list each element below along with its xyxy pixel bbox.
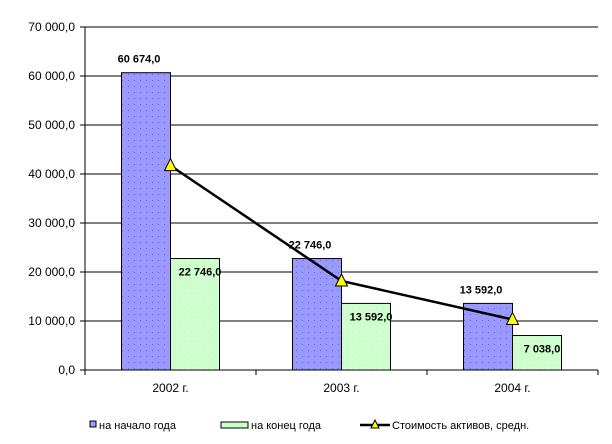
- legend: на начало года на конец года Стоимость акт…: [89, 418, 529, 432]
- y-tick-label: 0,0: [58, 363, 75, 377]
- legend-swatch-start: [89, 420, 97, 428]
- bar-start: [121, 72, 171, 371]
- data-label: 7 038,0: [524, 344, 561, 356]
- y-axis: 0,0 10 000,0 20 000,0 30 000,0 40 000,0 50 00…: [28, 20, 86, 377]
- y-tick-label: 30 000,0: [28, 216, 75, 230]
- legend-label: на конец года: [251, 420, 322, 432]
- y-tick-label: 20 000,0: [28, 265, 75, 279]
- x-tick-label: 2002 г.: [152, 381, 188, 395]
- data-label: 13 592,0: [460, 284, 503, 296]
- legend-label: на начало года: [99, 420, 177, 432]
- x-axis: 2002 г. 2003 г. 2004 г.: [84, 369, 599, 395]
- data-labels: 60 674,0 22 746,0 13 592,0 22 746,0 13 592,0…: [118, 54, 561, 356]
- y-tick-label: 10 000,0: [28, 314, 75, 328]
- bar-end: [512, 335, 562, 371]
- y-tick-label: 70 000,0: [28, 20, 75, 34]
- legend-label: Стоимость активов, средн.: [392, 420, 529, 432]
- legend-triangle-marker: [370, 418, 380, 429]
- data-label: 22 746,0: [289, 240, 332, 252]
- x-tick-label: 2004 г.: [494, 381, 530, 395]
- data-label: 60 674,0: [118, 54, 161, 66]
- y-tick-label: 40 000,0: [28, 167, 75, 181]
- y-tick-label: 50 000,0: [28, 118, 75, 132]
- bar-end: [341, 302, 391, 371]
- bars: [121, 72, 562, 371]
- y-tick-label: 60 000,0: [28, 69, 75, 83]
- triangle-marker: [334, 272, 349, 287]
- data-label: 22 746,0: [179, 267, 222, 279]
- line-series: [163, 157, 520, 325]
- legend-swatch-end: [220, 421, 249, 429]
- triangle-marker: [505, 311, 520, 325]
- triangle-marker: [163, 157, 178, 172]
- data-label: 13 592,0: [350, 311, 393, 323]
- x-tick-label: 2003 г.: [323, 381, 359, 395]
